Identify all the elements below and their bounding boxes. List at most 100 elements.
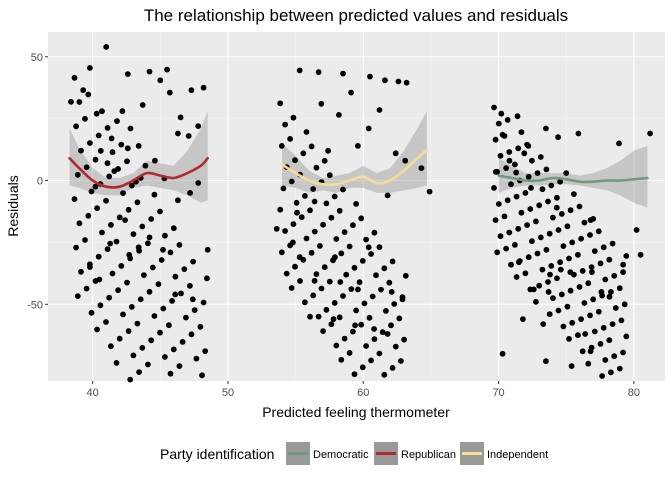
data-point bbox=[533, 298, 539, 305]
data-point bbox=[418, 165, 425, 172]
data-point bbox=[107, 240, 114, 247]
data-point bbox=[383, 308, 389, 314]
data-point bbox=[340, 186, 346, 193]
data-point bbox=[395, 78, 402, 85]
data-point bbox=[328, 214, 335, 221]
data-point bbox=[157, 77, 164, 84]
data-point bbox=[585, 280, 592, 287]
data-point bbox=[338, 356, 345, 363]
data-point bbox=[396, 315, 403, 322]
data-point bbox=[103, 197, 109, 204]
y-tick-label: 50 bbox=[31, 52, 43, 64]
data-point bbox=[104, 125, 111, 131]
y-tick-label: 0 bbox=[37, 176, 43, 188]
data-point bbox=[71, 74, 78, 81]
data-point bbox=[516, 259, 522, 266]
data-point bbox=[359, 258, 366, 264]
data-point bbox=[303, 235, 310, 242]
data-point bbox=[93, 110, 100, 117]
data-point bbox=[124, 71, 131, 77]
data-point bbox=[512, 242, 518, 248]
data-point bbox=[302, 299, 308, 306]
data-point bbox=[553, 204, 560, 211]
data-point bbox=[108, 135, 115, 142]
data-point bbox=[273, 225, 280, 232]
data-point bbox=[548, 263, 555, 269]
data-point bbox=[620, 261, 626, 268]
data-point bbox=[124, 279, 130, 286]
data-point bbox=[587, 232, 593, 238]
data-point bbox=[278, 249, 285, 256]
data-point bbox=[597, 341, 604, 347]
data-point bbox=[512, 161, 518, 168]
data-point bbox=[175, 130, 181, 137]
data-point bbox=[386, 279, 393, 286]
data-point bbox=[310, 186, 317, 192]
data-point bbox=[609, 240, 616, 247]
data-point bbox=[336, 314, 343, 321]
smooth-line-republican bbox=[68, 156, 209, 189]
data-point bbox=[602, 276, 609, 283]
data-point bbox=[331, 300, 338, 306]
data-point bbox=[373, 272, 379, 279]
data-point bbox=[204, 275, 210, 282]
data-point bbox=[618, 317, 625, 324]
data-point bbox=[355, 143, 361, 149]
data-point bbox=[382, 77, 388, 84]
data-point bbox=[353, 201, 359, 207]
data-point bbox=[340, 70, 346, 77]
data-point bbox=[539, 266, 546, 273]
data-point bbox=[333, 236, 340, 242]
data-point bbox=[536, 282, 543, 289]
data-point bbox=[554, 275, 560, 282]
data-point bbox=[130, 231, 137, 238]
data-point bbox=[567, 269, 574, 275]
data-point bbox=[392, 343, 399, 350]
data-point bbox=[492, 217, 499, 224]
data-point bbox=[307, 207, 313, 214]
data-point bbox=[379, 329, 386, 336]
data-point bbox=[491, 104, 497, 111]
data-point bbox=[200, 299, 207, 306]
data-point bbox=[557, 266, 564, 273]
data-point bbox=[181, 266, 188, 272]
data-point bbox=[169, 298, 176, 304]
data-point bbox=[308, 143, 315, 150]
data-point bbox=[369, 293, 376, 300]
data-point bbox=[611, 272, 618, 279]
data-point bbox=[331, 193, 338, 200]
data-point bbox=[296, 67, 303, 74]
data-point bbox=[381, 371, 388, 378]
data-point bbox=[193, 355, 200, 362]
data-point bbox=[537, 154, 544, 160]
data-point bbox=[555, 307, 562, 314]
data-point bbox=[187, 190, 194, 196]
data-point bbox=[351, 264, 358, 271]
data-point bbox=[139, 102, 146, 108]
data-point bbox=[358, 215, 365, 222]
data-point bbox=[351, 371, 358, 378]
data-point bbox=[518, 129, 525, 136]
data-point bbox=[114, 118, 120, 124]
data-point bbox=[135, 244, 142, 251]
data-point bbox=[277, 206, 284, 213]
data-point bbox=[282, 228, 288, 234]
data-point bbox=[363, 343, 369, 349]
data-point bbox=[566, 336, 572, 342]
legend-label-democratic: Democratic bbox=[313, 449, 369, 461]
data-point bbox=[142, 162, 149, 169]
data-point bbox=[116, 335, 123, 342]
data-point bbox=[569, 239, 576, 246]
data-point bbox=[94, 205, 100, 212]
data-point bbox=[172, 273, 179, 280]
data-point bbox=[529, 157, 535, 164]
data-point bbox=[384, 331, 391, 337]
data-point bbox=[158, 257, 165, 263]
data-point bbox=[336, 112, 342, 118]
smooth-line-independent bbox=[280, 148, 429, 186]
data-point bbox=[582, 331, 589, 337]
data-point bbox=[311, 198, 318, 205]
data-point bbox=[136, 369, 143, 375]
data-point bbox=[575, 251, 581, 258]
